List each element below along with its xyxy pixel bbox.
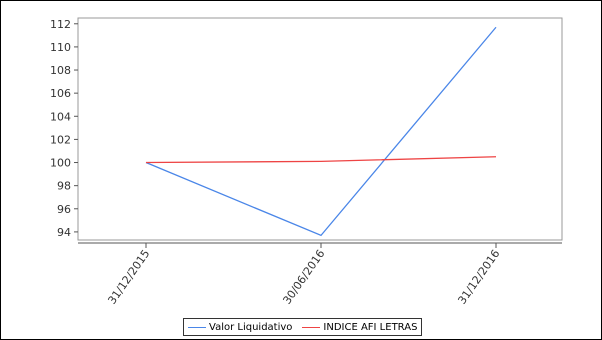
y-tick-label: 94 [57, 226, 71, 239]
series-group [145, 26, 497, 237]
y-axis: 94 96 98 100 102 104 106 108 110 112 [50, 18, 78, 239]
y-tick-label: 96 [57, 203, 71, 216]
legend-swatch-valor-liquidativo [188, 326, 206, 328]
legend-label-valor-liquidativo: Valor Liquidativo [209, 321, 293, 333]
legend-item-valor-liquidativo: Valor Liquidativo [188, 322, 292, 333]
series-line-valor-liquidativo [145, 26, 497, 237]
legend-label-indice-afi-letras: INDICE AFI LETRAS [323, 321, 418, 333]
legend: Valor Liquidativo INDICE AFI LETRAS [183, 318, 423, 336]
x-axis: 31/12/2015 30/06/2016 31/12/2016 [105, 243, 502, 307]
plot-area [77, 17, 563, 241]
y-tick-label: 102 [50, 133, 71, 146]
y-tick-label: 104 [50, 110, 71, 123]
y-tick-label: 108 [50, 64, 71, 77]
series-line-indice-afi-letras [145, 156, 497, 164]
x-tick-label: 30/06/2016 [280, 247, 327, 306]
y-tick-label: 100 [50, 157, 71, 170]
legend-item-indice-afi-letras: INDICE AFI LETRAS [302, 322, 417, 333]
y-tick-label: 110 [50, 41, 71, 54]
legend-swatch-indice-afi-letras [302, 326, 321, 328]
x-tick-label: 31/12/2015 [105, 247, 152, 306]
x-tick-label: 31/12/2016 [455, 247, 502, 306]
y-tick-label: 106 [50, 87, 71, 100]
y-tick-label: 112 [50, 18, 71, 31]
y-tick-label: 98 [57, 180, 71, 193]
